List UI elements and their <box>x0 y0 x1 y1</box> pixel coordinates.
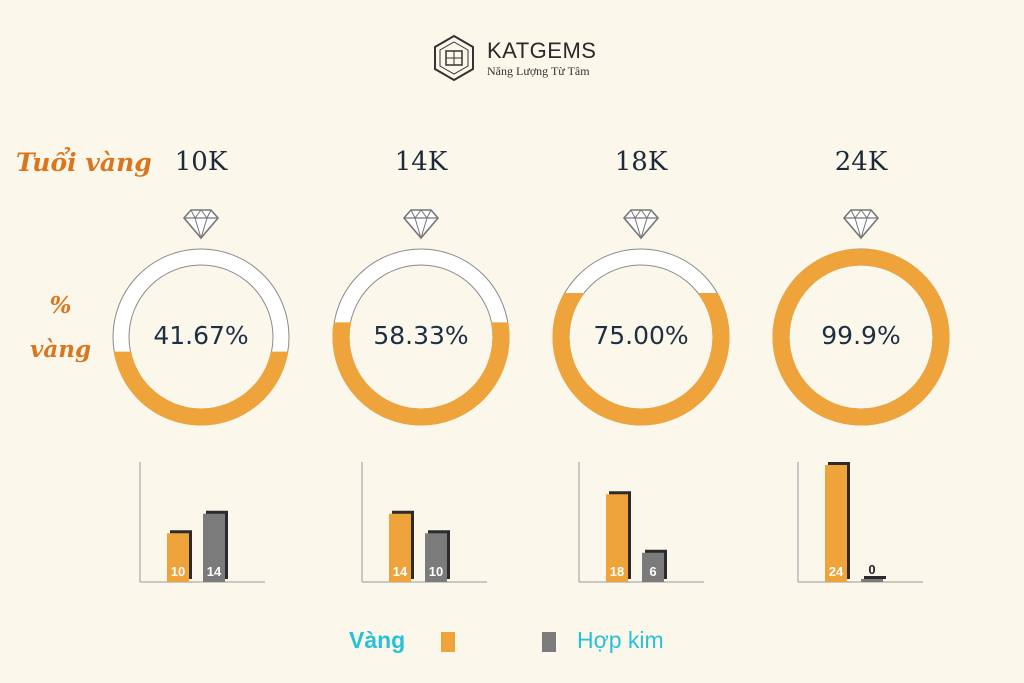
gold-percent-label: 99.9% <box>821 321 901 350</box>
gold-ring <box>112 209 290 426</box>
bar-value-label: 18 <box>610 564 624 579</box>
karat-label: 24K <box>834 147 888 177</box>
karat-label: 14K <box>394 147 448 177</box>
legend-alloy-label: Hợp kim <box>577 627 664 653</box>
bar-value-label: 10 <box>429 564 443 579</box>
gold-ring <box>552 209 730 426</box>
ring-gold-fill <box>113 351 289 426</box>
karat-label: 18K <box>614 147 668 177</box>
alloy-bar <box>642 552 664 582</box>
diamond-icon <box>402 209 440 240</box>
bar-value-label: 6 <box>649 564 656 579</box>
percent-row-label: % vàng <box>30 284 91 372</box>
gold-bar <box>389 513 411 582</box>
ring-gold-fill <box>552 293 730 426</box>
legend-gold-swatch <box>441 632 455 652</box>
brand-tagline: Năng Lượng Từ Tâm <box>487 64 590 78</box>
bar-value-label: 0 <box>868 562 875 577</box>
alloy-bar <box>425 533 447 582</box>
ring-gold-fill <box>332 322 510 426</box>
gold-percent-label: 75.00% <box>593 321 689 350</box>
katgems-logo-icon <box>434 34 474 82</box>
diamond-icon <box>182 209 220 240</box>
bar-shadow <box>864 576 886 579</box>
gold-bar <box>825 465 847 582</box>
gold-percent-label: 41.67% <box>153 321 249 350</box>
brand-logo: KATGEMS Năng Lượng Từ Tâm <box>430 34 630 84</box>
gold-bar <box>167 533 189 582</box>
bar-value-label: 14 <box>207 564 222 579</box>
alloy-bar <box>203 513 225 582</box>
gold-percent-label: 58.33% <box>373 321 469 350</box>
brand-name: KATGEMS <box>487 38 597 63</box>
gold-bar <box>606 494 628 582</box>
percent-word: vàng <box>30 336 92 363</box>
ring-gold-fill <box>772 249 950 426</box>
gold-ring <box>332 209 510 426</box>
legend-gold-label: Vàng <box>349 627 406 653</box>
legend-alloy-swatch <box>542 632 556 652</box>
alloy-bar <box>861 579 883 582</box>
bar-value-label: 14 <box>393 564 408 579</box>
bar-value-label: 24 <box>829 564 844 579</box>
diamond-icon <box>842 209 880 240</box>
percent-symbol: % <box>49 292 72 319</box>
karat-label: 10K <box>174 147 228 177</box>
gold-ring <box>772 209 950 426</box>
bar-value-label: 10 <box>171 564 185 579</box>
karat-row-label: Tuổi vàng <box>16 148 152 177</box>
diamond-icon <box>622 209 660 240</box>
